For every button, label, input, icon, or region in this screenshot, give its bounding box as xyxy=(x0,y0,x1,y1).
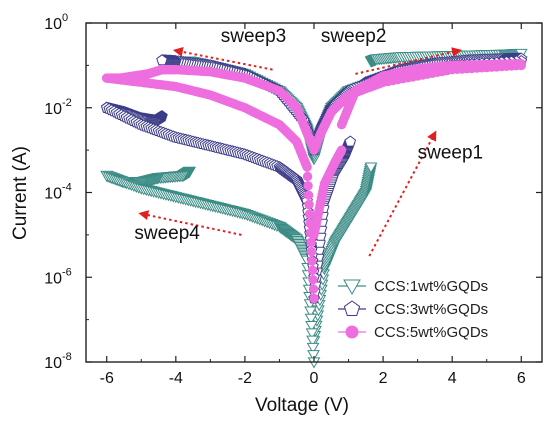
data-point xyxy=(307,265,318,275)
x-tick-label: 6 xyxy=(517,370,526,387)
data-point xyxy=(306,335,319,347)
data-point xyxy=(304,306,317,318)
data-point xyxy=(307,256,317,266)
legend: CCS:1wt%GQDs CCS:3wt%GQDs CCS:5wt%GQDs xyxy=(338,278,488,341)
y-tick-label: 10 xyxy=(44,16,62,33)
data-point xyxy=(302,162,312,172)
data-point xyxy=(304,313,318,325)
x-tick-label: -6 xyxy=(100,370,114,387)
annotation-sweep4: sweep4 xyxy=(134,223,200,244)
data-point xyxy=(305,218,315,229)
series-1 xyxy=(100,48,528,369)
legend-label: CCS:5wt%GQDs xyxy=(374,324,488,341)
data-point xyxy=(305,228,316,238)
x-tick-label: 4 xyxy=(448,370,457,387)
series-3 xyxy=(102,58,526,304)
data-point xyxy=(309,293,319,304)
sweep4-arrow xyxy=(138,210,242,236)
x-axis-title: Voltage (V) xyxy=(255,395,349,416)
series-layer xyxy=(100,48,528,369)
y-tick-exponent: -4 xyxy=(62,182,72,194)
legend-marker xyxy=(345,325,359,339)
y-tick-label: 10 xyxy=(44,186,62,203)
data-point xyxy=(303,181,313,191)
legend-label: CCS:1wt%GQDs xyxy=(374,278,488,295)
data-point xyxy=(308,284,319,294)
y-tick-label: 10 xyxy=(44,270,62,287)
legend-item: CCS:1wt%GQDs xyxy=(338,278,488,296)
data-point xyxy=(303,190,314,200)
y-tick-exponent: -6 xyxy=(62,266,72,278)
y-tick-exponent: -2 xyxy=(62,97,72,109)
data-point xyxy=(336,145,347,155)
data-point xyxy=(344,135,357,147)
data-point xyxy=(306,342,320,354)
data-point xyxy=(307,350,320,362)
data-point xyxy=(308,274,318,285)
y-axis-title: Current (A) xyxy=(10,146,31,240)
data-point xyxy=(156,54,168,66)
x-tick-label: -2 xyxy=(238,370,252,387)
data-point xyxy=(305,321,318,333)
sweep1-arrow xyxy=(368,130,437,257)
x-tick-label: -4 xyxy=(169,370,183,387)
data-point xyxy=(306,237,316,247)
annotation-sweep1: sweep1 xyxy=(418,143,484,164)
legend-label: CCS:3wt%GQDs xyxy=(374,301,488,318)
y-tick-label: 10 xyxy=(44,101,62,118)
data-point xyxy=(364,162,378,174)
y-tick-label: 10 xyxy=(44,355,62,372)
y-tick-exponent: 0 xyxy=(62,12,68,24)
legend-item: CCS:5wt%GQDs xyxy=(338,324,488,341)
data-point xyxy=(302,171,313,182)
annotation-sweep3: sweep3 xyxy=(221,26,287,47)
sweep2-arrow xyxy=(355,47,463,75)
data-point xyxy=(304,209,315,219)
annotation-sweep2: sweep2 xyxy=(321,26,387,47)
y-tick-exponent: -8 xyxy=(62,351,72,363)
data-point xyxy=(306,246,317,257)
legend-marker xyxy=(343,279,361,296)
data-point xyxy=(304,199,314,210)
x-tick-label: 2 xyxy=(379,370,388,387)
legend-item: CCS:3wt%GQDs xyxy=(338,300,488,318)
legend-marker xyxy=(343,300,361,316)
data-point xyxy=(305,328,319,340)
annotation-layer: sweep1 sweep2 sweep3 sweep4 xyxy=(134,26,484,257)
x-tick-label: 0 xyxy=(310,370,319,387)
